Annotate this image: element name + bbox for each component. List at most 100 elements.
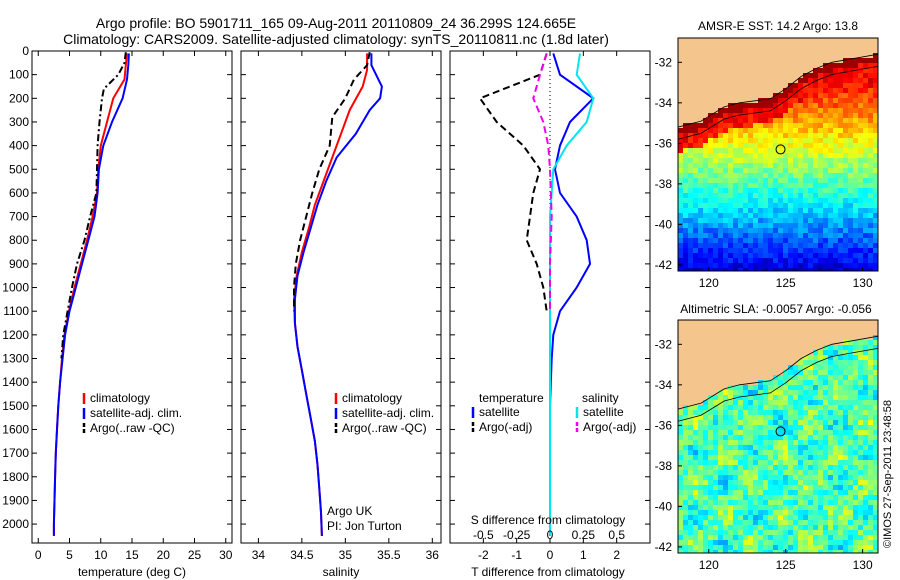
map-cell — [853, 168, 859, 174]
map-cell — [743, 243, 749, 249]
map-cell — [738, 545, 744, 551]
map-cell — [733, 450, 739, 456]
map-cell — [813, 178, 819, 184]
map-cell — [848, 420, 854, 426]
map-cell — [778, 530, 784, 536]
map-cell — [848, 545, 854, 551]
map-cell — [678, 158, 684, 164]
map-cell — [688, 425, 694, 431]
map-cell — [853, 98, 859, 104]
map-cell — [858, 173, 864, 179]
map-cell — [843, 263, 849, 269]
map-cell — [863, 178, 869, 184]
map-cell — [803, 395, 809, 401]
map-cell — [853, 515, 859, 521]
map-cell — [793, 163, 799, 169]
map-cell — [788, 405, 794, 411]
map-cell — [873, 203, 878, 209]
map-cell — [813, 103, 819, 109]
map-cell — [738, 400, 744, 406]
map-cell — [793, 223, 799, 229]
map-cell — [733, 515, 739, 521]
map-cell — [758, 153, 764, 159]
map-cell — [838, 128, 844, 134]
map-cell — [838, 118, 844, 124]
map-cell — [863, 233, 869, 239]
map-cell — [853, 213, 859, 219]
map-cell — [763, 380, 769, 386]
map-cell — [853, 113, 859, 119]
map-cell — [803, 113, 809, 119]
map-cell — [708, 173, 714, 179]
map-cell — [848, 355, 854, 361]
map-cell — [708, 178, 714, 184]
map-cell — [753, 450, 759, 456]
map-cell — [803, 203, 809, 209]
map-cell — [863, 133, 869, 139]
map-cell — [788, 253, 794, 259]
map-cell — [868, 390, 874, 396]
map-cell — [783, 203, 789, 209]
map-cell — [863, 375, 869, 381]
map-cell — [828, 183, 834, 189]
map-cell — [863, 390, 869, 396]
map-cell — [718, 530, 724, 536]
map-cell — [698, 430, 704, 436]
map-cell — [813, 83, 819, 89]
map-cell — [708, 450, 714, 456]
map-cell — [753, 218, 759, 224]
map-cell — [853, 365, 859, 371]
map-cell — [683, 213, 689, 219]
map-cell — [713, 243, 719, 249]
map-cell — [713, 128, 719, 134]
map-cell — [853, 238, 859, 244]
map-cell — [738, 103, 744, 109]
map-cell — [693, 248, 699, 254]
map-cell — [763, 153, 769, 159]
map-cell — [693, 188, 699, 194]
map-cell — [683, 465, 689, 471]
map-cell — [858, 500, 864, 506]
map-cell — [743, 163, 749, 169]
map-cell — [723, 263, 729, 269]
map-cell — [758, 410, 764, 416]
map-cell — [768, 173, 774, 179]
coastline — [678, 53, 878, 128]
map-cell — [818, 148, 824, 154]
map-cell — [753, 223, 759, 229]
map-cell — [818, 530, 824, 536]
map-cell — [733, 138, 739, 144]
map-cell — [748, 168, 754, 174]
map-cell — [843, 143, 849, 149]
map-cell — [718, 108, 724, 114]
map-cell — [683, 193, 689, 199]
map-cell — [848, 258, 854, 264]
map-cell — [803, 450, 809, 456]
temperature-lines — [52, 52, 130, 536]
map-cell — [838, 133, 844, 139]
map-cell — [868, 410, 874, 416]
map-cell — [768, 470, 774, 476]
map-cell — [843, 98, 849, 104]
map-cell — [853, 193, 859, 199]
map-cell — [753, 173, 759, 179]
map-cell — [833, 480, 839, 486]
map-cell — [698, 455, 704, 461]
map-cell — [698, 505, 704, 511]
map-cell — [848, 470, 854, 476]
map-cell — [713, 405, 719, 411]
map-cell — [698, 173, 704, 179]
map-cell — [783, 475, 789, 481]
map-cell — [738, 440, 744, 446]
map-cell — [738, 263, 744, 269]
map-cell — [853, 163, 859, 169]
map-cell — [788, 510, 794, 516]
map-cell — [763, 500, 769, 506]
map-cell — [848, 198, 854, 204]
map-cell — [748, 435, 754, 441]
map-cell — [763, 128, 769, 134]
map-cell — [763, 263, 769, 269]
s-tick-label: 0.5 — [608, 528, 625, 542]
map-cell — [753, 545, 759, 551]
map-cell — [858, 183, 864, 189]
